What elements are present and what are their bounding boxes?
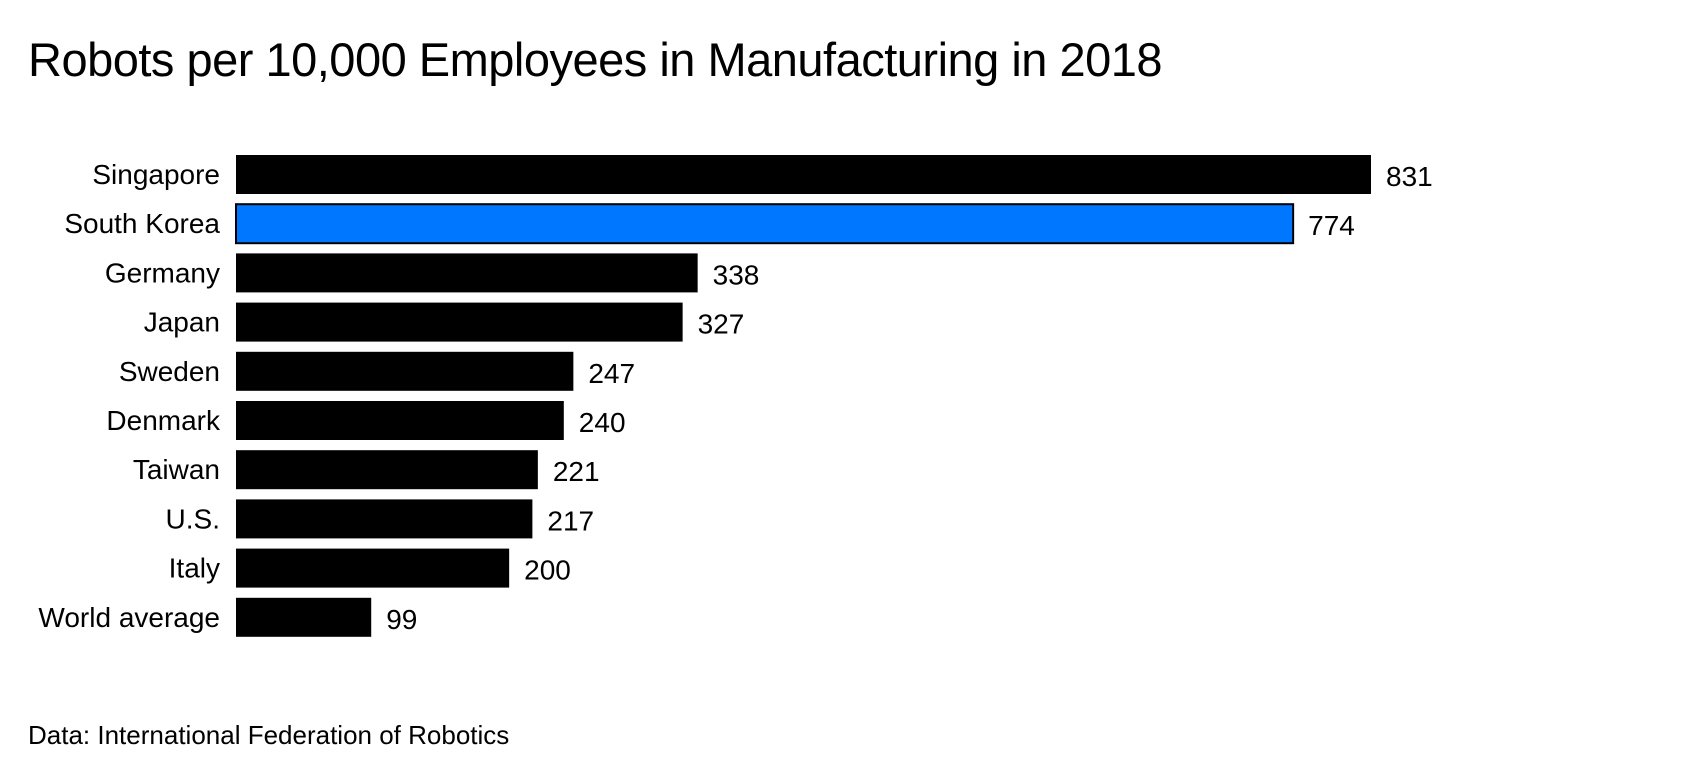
value-label: 240 [579, 407, 626, 438]
bar [236, 401, 564, 440]
bar-chart: Singapore 831 South Korea 774 Germany 338 Japa… [38, 155, 1433, 637]
value-label: 774 [1308, 210, 1355, 241]
category-label: Taiwan [133, 454, 220, 485]
category-label: World average [38, 602, 220, 633]
bar [236, 253, 698, 293]
bar [236, 499, 533, 539]
value-label: 221 [553, 456, 600, 487]
category-label: Singapore [92, 159, 220, 190]
value-label: 327 [698, 309, 745, 340]
value-label: 338 [713, 259, 760, 290]
bar [236, 155, 1371, 194]
bar [236, 450, 538, 490]
category-label: U.S. [166, 503, 220, 534]
bar [236, 597, 372, 637]
chart-source: Data: International Federation of Roboti… [28, 720, 510, 750]
value-label: 99 [386, 604, 417, 635]
category-label: Germany [105, 257, 220, 288]
bar [236, 351, 574, 391]
value-label: 247 [588, 358, 635, 389]
category-label: Italy [169, 553, 220, 584]
category-label: Sweden [119, 356, 220, 387]
category-label: Japan [144, 307, 220, 338]
value-label: 200 [524, 555, 571, 586]
value-label: 217 [547, 505, 594, 536]
chart-title: Robots per 10,000 Employees in Manufactu… [28, 33, 1163, 86]
bar [236, 302, 683, 342]
category-label: Denmark [106, 405, 221, 436]
bar [236, 548, 510, 588]
category-label: South Korea [64, 208, 220, 239]
value-label: 831 [1386, 161, 1433, 192]
bar-highlighted [235, 203, 1295, 245]
